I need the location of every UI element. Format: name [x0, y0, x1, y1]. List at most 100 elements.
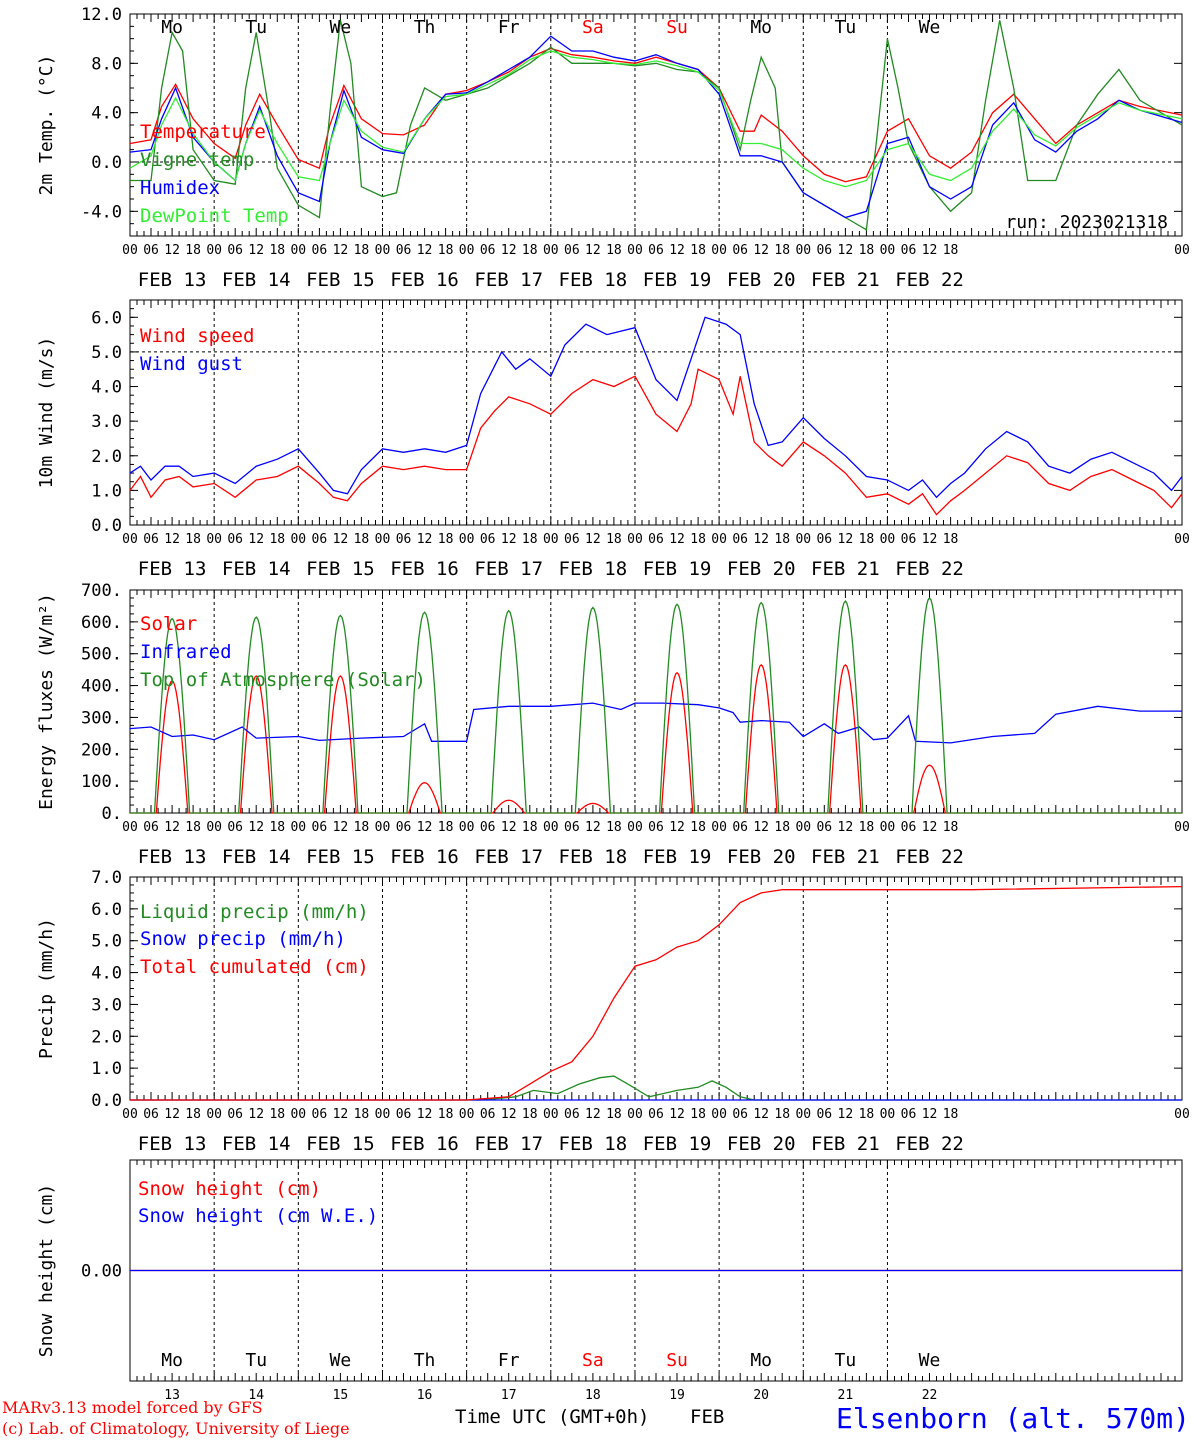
- date-label: FEB 18: [559, 269, 628, 291]
- date-label: FEB 17: [474, 846, 543, 868]
- day-number: 21: [838, 1388, 854, 1403]
- date-label: FEB 19: [643, 269, 712, 291]
- y-tick-label: 300.: [81, 708, 122, 728]
- date-label: FEB 21: [811, 1133, 880, 1155]
- day-name: Mo: [750, 17, 772, 38]
- panel-energy: 0. 100. 200. 300. 400. 500. 600. 700. Energy flu…: [36, 581, 1190, 868]
- hour-label: 12: [838, 820, 854, 835]
- hour-label: 12: [669, 1107, 685, 1122]
- hour-label: 00: [627, 1107, 643, 1122]
- hour-label: 00: [711, 243, 727, 258]
- hour-label: 18: [774, 1107, 790, 1122]
- day-name: Tu: [245, 1350, 267, 1371]
- hour-label: 18: [354, 243, 370, 258]
- y-tick-label: 0.: [102, 804, 122, 824]
- hour-label: 12: [585, 1107, 601, 1122]
- hour-label: 00: [543, 820, 559, 835]
- hour-label: 00: [711, 820, 727, 835]
- day-name: We: [919, 1350, 941, 1371]
- month-label: FEB: [690, 1406, 724, 1428]
- hour-label: 00: [206, 243, 222, 258]
- hour-label: 12: [248, 820, 264, 835]
- hour-label: 00: [375, 243, 391, 258]
- hour-label: 12: [333, 243, 349, 258]
- date-label: FEB 20: [727, 269, 796, 291]
- hour-label: 18: [943, 532, 959, 547]
- y-tick-label: 0.0: [91, 153, 122, 173]
- y-tick-label: 100.: [81, 772, 122, 792]
- date-label: FEB 15: [306, 846, 375, 868]
- day-name: Sa: [582, 17, 604, 38]
- hour-label: 12: [164, 820, 180, 835]
- y-tick-label: 0.0: [91, 1091, 122, 1111]
- hour-label: 12: [753, 1107, 769, 1122]
- hour-label: 06: [648, 532, 664, 547]
- day-number: 18: [585, 1388, 601, 1403]
- hour-label: 00: [880, 243, 896, 258]
- hour-label: 12: [753, 243, 769, 258]
- y-tick-label: 4.0: [91, 104, 122, 124]
- hour-label: 06: [143, 532, 159, 547]
- y-axis-label: 2m Temp. (°C): [36, 55, 57, 196]
- date-label: FEB 14: [222, 558, 291, 580]
- hour-label: 12: [501, 820, 517, 835]
- date-label: FEB 14: [222, 1133, 291, 1155]
- y-tick-label: 4.0: [91, 378, 122, 398]
- date-label: FEB 16: [390, 1133, 459, 1155]
- panel-precip: 0.0 1.0 2.0 3.0 4.0 5.0 6.0 7.0 Precip (mm/h) Liq…: [36, 868, 1190, 1155]
- hour-label: 06: [396, 1107, 412, 1122]
- hour-label: 06: [816, 532, 832, 547]
- date-label: FEB 22: [895, 1133, 964, 1155]
- day-name: Tu: [835, 1350, 857, 1371]
- hour-label: 06: [564, 820, 580, 835]
- day-name: Su: [666, 17, 688, 38]
- date-label: FEB 22: [895, 558, 964, 580]
- series-line-wind-speed: [129, 368, 1183, 516]
- hour-label: 06: [396, 532, 412, 547]
- day-number: 15: [333, 1388, 349, 1403]
- hour-label: 06: [143, 1107, 159, 1122]
- date-label: FEB 19: [643, 846, 712, 868]
- hour-label: 06: [312, 243, 328, 258]
- legend-entry: Infrared: [140, 641, 232, 663]
- hour-label: 18: [438, 820, 454, 835]
- date-label: FEB 21: [811, 558, 880, 580]
- day-name: Fr: [498, 1350, 520, 1371]
- hour-label: 06: [143, 820, 159, 835]
- hour-label: 06: [732, 820, 748, 835]
- hour-label: 12: [753, 532, 769, 547]
- hour-label: 18: [606, 532, 622, 547]
- series-line-vigne-temp: [130, 20, 1183, 231]
- hour-label: 00: [290, 820, 306, 835]
- hour-label: 06: [227, 1107, 243, 1122]
- hour-label: 18: [943, 243, 959, 258]
- hour-label: 00: [711, 532, 727, 547]
- hour-label: 00: [122, 532, 138, 547]
- plot-frame: [129, 299, 1183, 526]
- date-label: FEB 22: [895, 846, 964, 868]
- legend-entry: Vigne temp: [140, 149, 254, 171]
- hour-label: 00: [290, 532, 306, 547]
- hour-label: 12: [501, 532, 517, 547]
- hour-label: 00: [459, 1107, 475, 1122]
- y-axis-label: 10m Wind (m/s): [36, 337, 57, 489]
- hour-label: 12: [333, 532, 349, 547]
- hour-label: 18: [185, 532, 201, 547]
- day-name: Tu: [245, 17, 267, 38]
- hour-label: 06: [901, 1107, 917, 1122]
- hour-label: 18: [522, 820, 538, 835]
- legend-entry: Liquid precip (mm/h): [140, 901, 369, 923]
- day-number: 14: [248, 1388, 264, 1403]
- hour-label: 00: [711, 1107, 727, 1122]
- hour-label: 00: [627, 820, 643, 835]
- hour-label: 06: [564, 1107, 580, 1122]
- hour-label: 00: [1174, 243, 1190, 258]
- hour-label: 00: [795, 820, 811, 835]
- hour-label: 00: [290, 1107, 306, 1122]
- series-line-wind-gust: [129, 316, 1183, 499]
- hour-label: 18: [943, 820, 959, 835]
- hour-label: 00: [880, 1107, 896, 1122]
- hour-label: 12: [417, 820, 433, 835]
- x-axis-label: Time UTC (GMT+0h): [455, 1406, 649, 1428]
- hour-label: 18: [269, 243, 285, 258]
